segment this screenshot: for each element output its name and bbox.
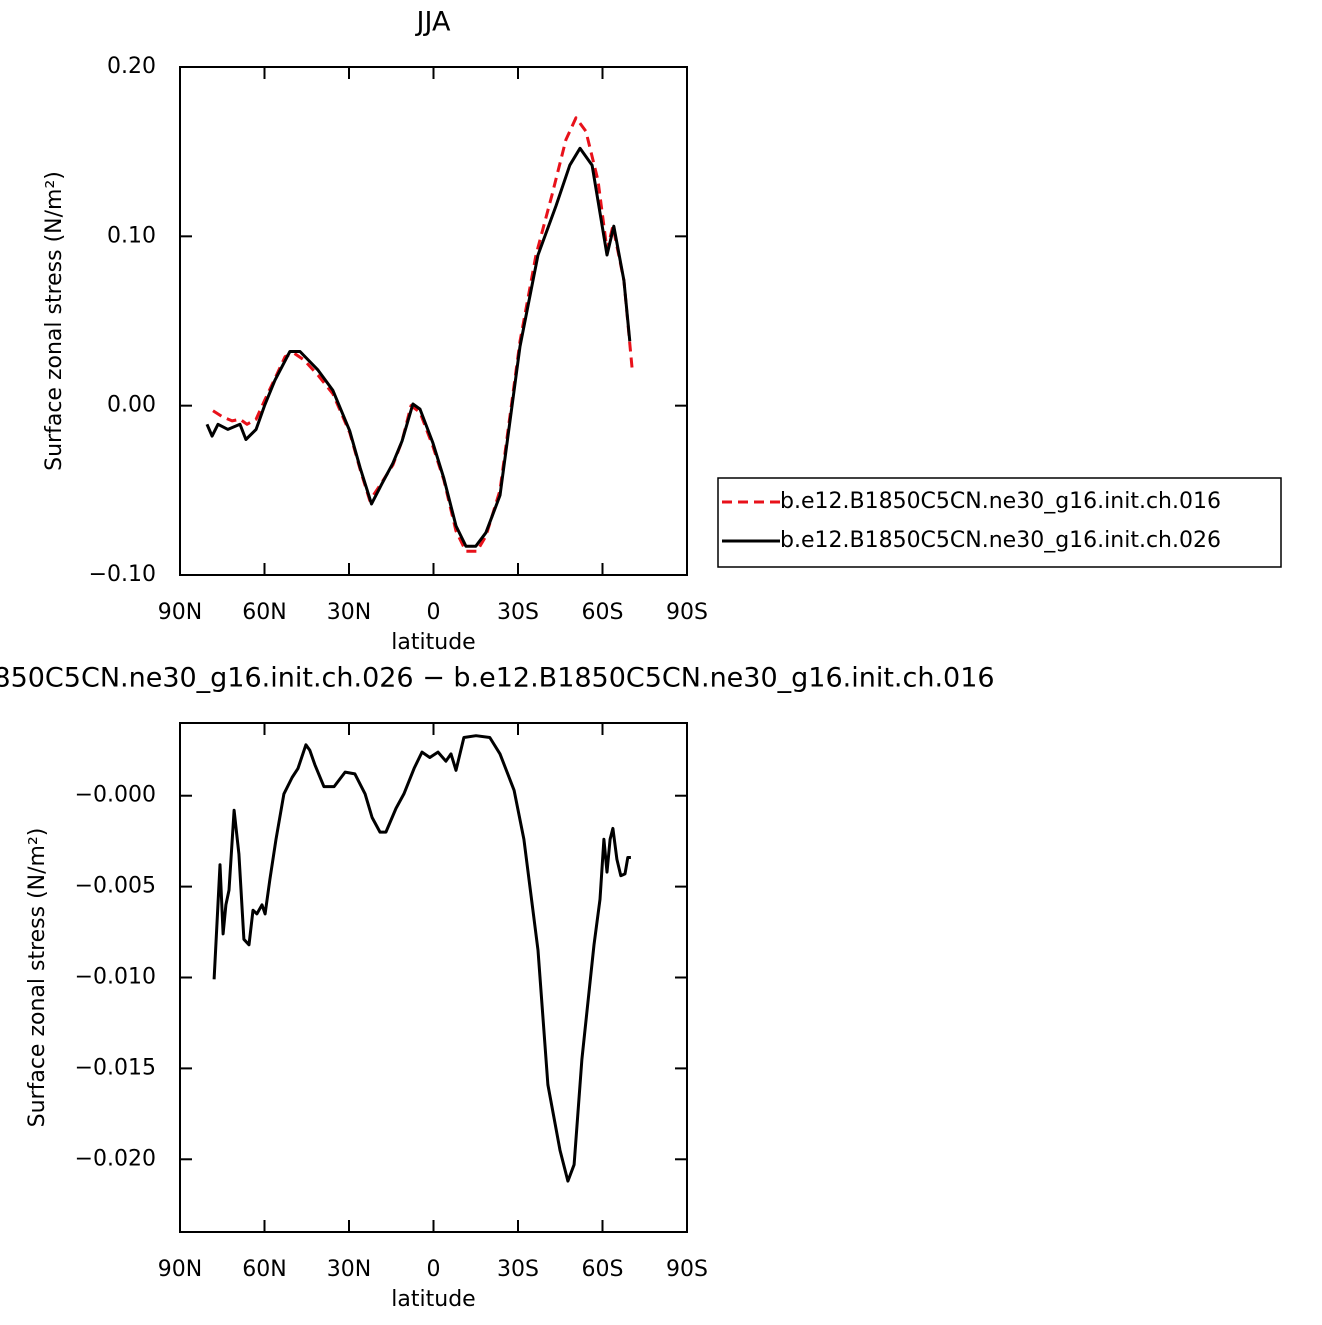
x-axis-label: latitude — [391, 630, 475, 655]
x-tick-label: 90S — [666, 1257, 708, 1282]
y-tick-label: 0.00 — [107, 393, 156, 418]
x-tick-label: 30N — [327, 1257, 371, 1282]
legend-label: b.e12.B1850C5CN.ne30_g16.init.ch.026 — [780, 528, 1221, 553]
y-tick-label: 0.20 — [107, 54, 156, 79]
legend-box — [717, 477, 1282, 568]
chart-title: JJA — [415, 7, 451, 38]
y-tick-label: −0.010 — [75, 965, 156, 990]
x-tick-label: 90N — [158, 1257, 202, 1282]
x-tick-label: 30S — [497, 600, 539, 625]
y-tick-label: −0.020 — [75, 1146, 156, 1171]
x-tick-label: 0 — [427, 1257, 441, 1282]
x-tick-label: 60S — [582, 1257, 624, 1282]
x-tick-label: 60S — [582, 600, 624, 625]
data-line — [212, 734, 631, 1183]
y-tick-label: −0.005 — [75, 874, 156, 899]
plot-frame — [179, 722, 688, 1233]
y-axis-label: Surface zonal stress (N/m²) — [42, 171, 67, 471]
x-tick-label: 60N — [242, 600, 286, 625]
x-tick-label: 90S — [666, 600, 708, 625]
x-tick-label: 0 — [427, 600, 441, 625]
x-axis-label: latitude — [391, 1287, 475, 1312]
y-tick-label: −0.015 — [75, 1055, 156, 1080]
y-tick-label: −0.000 — [75, 783, 156, 808]
y-axis-label: Surface zonal stress (N/m²) — [25, 828, 50, 1128]
x-tick-label: 30S — [497, 1257, 539, 1282]
y-tick-label: −0.10 — [89, 562, 156, 587]
data-line — [205, 146, 632, 548]
chart-title: b.e12.B1850C5CN.ne30_g16.init.ch.026 − b… — [0, 663, 995, 694]
x-tick-label: 90N — [158, 600, 202, 625]
plot-frame — [179, 66, 688, 576]
legend-label: b.e12.B1850C5CN.ne30_g16.init.ch.016 — [780, 489, 1221, 514]
data-line — [212, 116, 634, 553]
x-tick-label: 30N — [327, 600, 371, 625]
y-tick-label: 0.10 — [107, 223, 156, 248]
x-tick-label: 60N — [242, 1257, 286, 1282]
